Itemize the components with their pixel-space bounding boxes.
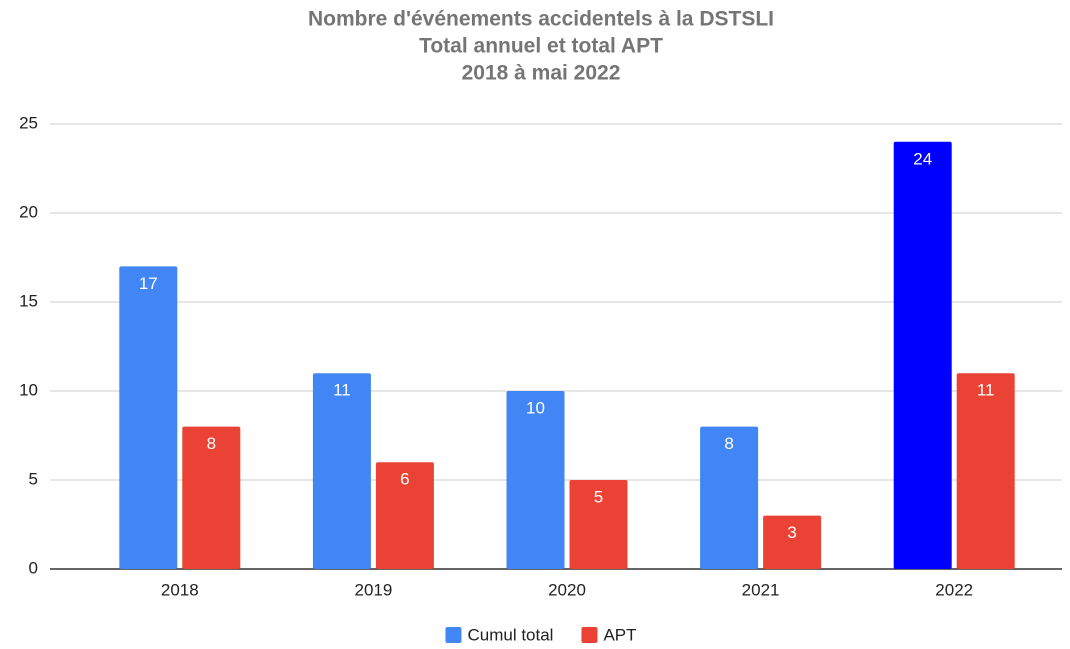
value-label: 11: [977, 381, 995, 400]
bar: [506, 391, 565, 569]
chart-title: 2018 à mai 2022: [462, 62, 621, 85]
y-tick-label: 25: [19, 113, 38, 132]
value-label: 24: [913, 149, 932, 168]
y-tick-label: 15: [19, 291, 38, 310]
bar: [569, 480, 628, 569]
chart-title: Nombre d'événements accidentels à la DST…: [308, 8, 774, 31]
legend-label: APT: [603, 625, 636, 644]
y-tick-label: 0: [29, 558, 38, 577]
bar: [375, 462, 434, 569]
x-tick-label: 2021: [742, 580, 780, 599]
x-tick-label: 2018: [161, 580, 199, 599]
chart-title: Total annuel et total APT: [419, 35, 663, 58]
legend-swatch: [581, 627, 598, 643]
bar: [119, 266, 178, 569]
value-label: 11: [333, 381, 351, 400]
y-tick-label: 10: [19, 380, 38, 399]
x-tick-label: 2020: [548, 580, 586, 599]
bar: [700, 426, 759, 569]
value-label: 8: [724, 434, 733, 453]
legend-label: Cumul total: [467, 625, 553, 644]
value-label: 17: [139, 274, 158, 293]
value-label: 5: [594, 487, 603, 506]
value-label: 10: [526, 398, 545, 417]
value-label: 6: [400, 470, 409, 489]
value-label: 3: [787, 523, 796, 542]
x-tick-label: 2022: [935, 580, 973, 599]
bar: [763, 515, 822, 569]
x-tick-label: 2019: [354, 580, 392, 599]
legend-swatch: [445, 627, 462, 643]
bar: [182, 426, 241, 569]
bar: [312, 373, 371, 569]
value-label: 8: [207, 434, 216, 453]
y-tick-label: 20: [19, 202, 38, 221]
bar: [893, 141, 952, 570]
bar: [956, 373, 1015, 569]
y-tick-label: 5: [29, 469, 38, 488]
